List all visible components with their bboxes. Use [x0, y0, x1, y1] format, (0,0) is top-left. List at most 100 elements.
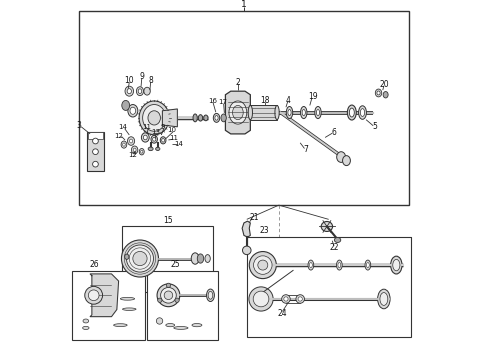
Ellipse shape	[139, 149, 144, 155]
Text: 12: 12	[114, 133, 123, 139]
Circle shape	[164, 291, 172, 300]
Ellipse shape	[337, 260, 342, 270]
Polygon shape	[162, 109, 177, 127]
Ellipse shape	[359, 106, 367, 119]
Ellipse shape	[275, 105, 279, 120]
Bar	[247, 237, 411, 337]
Circle shape	[133, 251, 147, 266]
Ellipse shape	[131, 146, 138, 154]
Ellipse shape	[125, 86, 134, 96]
Ellipse shape	[349, 108, 354, 117]
Bar	[250, 105, 277, 120]
Ellipse shape	[360, 109, 365, 116]
Polygon shape	[225, 91, 250, 134]
Text: 11: 11	[169, 135, 178, 141]
Ellipse shape	[124, 254, 129, 260]
Circle shape	[88, 290, 99, 301]
Ellipse shape	[343, 156, 350, 166]
Text: 2: 2	[236, 78, 240, 87]
Text: 24: 24	[277, 309, 287, 318]
Ellipse shape	[310, 262, 312, 267]
Circle shape	[249, 252, 276, 279]
Ellipse shape	[229, 101, 247, 124]
Circle shape	[122, 240, 158, 277]
Ellipse shape	[156, 318, 163, 324]
Ellipse shape	[138, 89, 142, 94]
Ellipse shape	[391, 256, 402, 274]
Ellipse shape	[128, 104, 138, 117]
Ellipse shape	[383, 91, 388, 98]
Text: 3: 3	[76, 121, 81, 130]
Circle shape	[258, 260, 268, 270]
Ellipse shape	[129, 139, 133, 143]
Ellipse shape	[321, 221, 333, 231]
Ellipse shape	[152, 137, 156, 141]
Ellipse shape	[334, 238, 341, 243]
Text: 10: 10	[168, 127, 176, 133]
Circle shape	[85, 287, 102, 304]
Polygon shape	[242, 221, 250, 237]
Ellipse shape	[317, 109, 319, 116]
Ellipse shape	[144, 87, 150, 95]
Text: 17: 17	[219, 99, 227, 105]
Ellipse shape	[213, 113, 220, 122]
Ellipse shape	[308, 260, 314, 270]
Ellipse shape	[338, 262, 341, 267]
Text: 25: 25	[171, 260, 180, 269]
Ellipse shape	[221, 114, 226, 122]
Ellipse shape	[207, 289, 215, 302]
Ellipse shape	[175, 298, 179, 302]
Text: 5: 5	[372, 122, 377, 131]
Ellipse shape	[248, 105, 252, 120]
Ellipse shape	[83, 326, 89, 329]
Text: 26: 26	[89, 260, 99, 269]
Text: 12: 12	[128, 152, 137, 158]
Circle shape	[284, 297, 288, 301]
Ellipse shape	[127, 137, 135, 145]
Circle shape	[93, 149, 98, 154]
Text: 9: 9	[139, 72, 144, 81]
Ellipse shape	[156, 147, 160, 150]
Text: 20: 20	[379, 80, 389, 89]
Text: 21: 21	[250, 213, 259, 222]
Ellipse shape	[191, 253, 199, 264]
Ellipse shape	[300, 107, 307, 118]
Ellipse shape	[174, 327, 188, 329]
Ellipse shape	[286, 107, 293, 118]
Ellipse shape	[148, 111, 160, 125]
Ellipse shape	[215, 116, 218, 120]
Ellipse shape	[130, 107, 136, 114]
Ellipse shape	[198, 115, 203, 121]
Text: 15: 15	[163, 216, 172, 225]
Ellipse shape	[365, 260, 371, 270]
Text: 19: 19	[308, 92, 318, 101]
Ellipse shape	[205, 255, 210, 262]
Ellipse shape	[122, 100, 130, 111]
Text: 1: 1	[241, 0, 247, 9]
Circle shape	[126, 245, 153, 272]
Ellipse shape	[393, 259, 400, 271]
Ellipse shape	[166, 324, 174, 327]
Ellipse shape	[141, 150, 143, 153]
Ellipse shape	[144, 135, 147, 140]
Text: 14: 14	[118, 124, 126, 130]
Ellipse shape	[375, 89, 382, 97]
Ellipse shape	[377, 91, 380, 95]
Ellipse shape	[136, 87, 144, 96]
Text: 8: 8	[148, 76, 153, 85]
Text: 22: 22	[330, 243, 340, 252]
Ellipse shape	[337, 152, 345, 162]
Circle shape	[298, 297, 302, 301]
Ellipse shape	[143, 104, 166, 131]
Bar	[79, 11, 409, 205]
Text: 7: 7	[303, 145, 308, 154]
Circle shape	[93, 161, 98, 167]
Bar	[87, 132, 104, 171]
Circle shape	[249, 287, 273, 311]
Ellipse shape	[193, 114, 197, 122]
Ellipse shape	[151, 135, 157, 143]
Circle shape	[253, 291, 269, 307]
Circle shape	[282, 295, 290, 303]
Circle shape	[157, 284, 180, 307]
Bar	[122, 226, 213, 292]
